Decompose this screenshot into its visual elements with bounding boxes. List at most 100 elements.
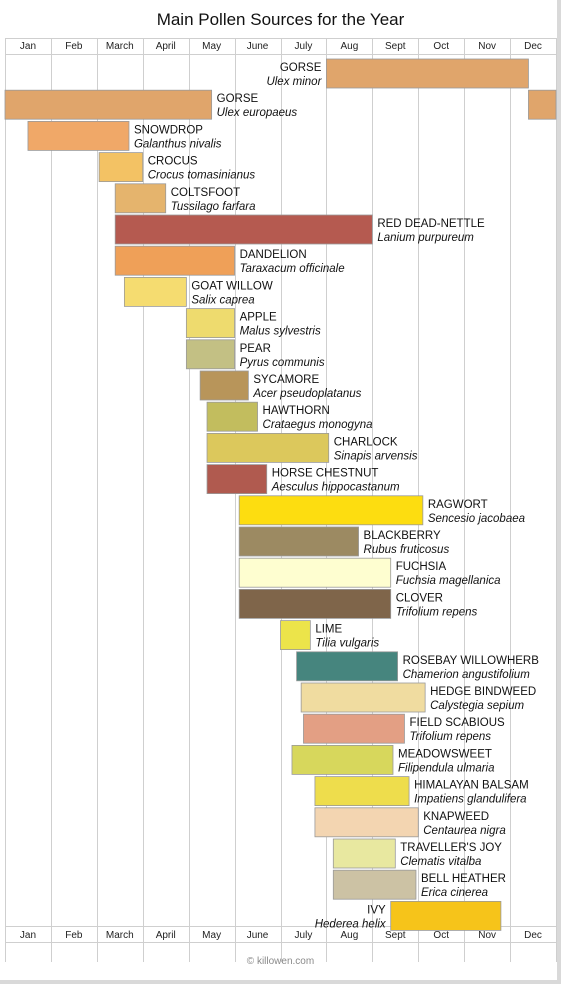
month-label-top: Nov: [478, 41, 496, 52]
pollen-bar: [114, 245, 235, 276]
plant-scientific-label: Sinapis arvensis: [334, 450, 418, 462]
month-label-bottom: Feb: [65, 930, 83, 941]
month-label-top: March: [106, 41, 134, 52]
pollen-bar: [238, 557, 392, 588]
plant-name-label: IVY: [367, 904, 386, 916]
plant-scientific-label: Tilia vulgaris: [315, 638, 379, 650]
plant-scientific-label: Crocus tomasinianus: [148, 170, 256, 182]
pollen-bar: [185, 339, 235, 370]
plant-scientific-label: Ulex minor: [266, 76, 322, 88]
plant-scientific-label: Chamerion angustifolium: [403, 669, 531, 681]
month-label-top: July: [295, 41, 313, 52]
month-label-bottom: Dec: [524, 930, 542, 941]
plant-scientific-label: Taraxacum officinale: [240, 263, 345, 275]
pollen-bar: [114, 214, 373, 245]
plant-name-label: HORSE CHESTNUT: [272, 468, 379, 480]
pollen-bar: [123, 276, 187, 307]
plant-scientific-label: Malus sylvestris: [240, 326, 321, 338]
plant-scientific-label: Trifolium repens: [396, 606, 478, 618]
plant-name-label: GORSE: [217, 93, 259, 105]
month-label-bottom: March: [106, 930, 134, 941]
pollen-bar: [206, 401, 258, 432]
plant-scientific-label: Ulex europaeus: [217, 107, 298, 119]
plant-scientific-label: Pyrus communis: [240, 357, 325, 369]
pollen-bar: [314, 807, 419, 838]
pollen-bar: [303, 713, 405, 744]
plant-name-label: GORSE: [280, 62, 322, 74]
plant-scientific-label: Lanium purpureum: [377, 232, 474, 244]
pollen-bar: [185, 308, 235, 339]
plant-name-label: TRAVELLER'S JOY: [400, 842, 502, 854]
plant-name-label: MEADOWSWEET: [398, 748, 492, 760]
pollen-bar: [238, 526, 359, 557]
pollen-bar: [390, 901, 502, 931]
plant-name-label: FIELD SCABIOUS: [409, 717, 505, 729]
plant-name-label: KNAPWEED: [423, 811, 489, 823]
plant-scientific-label: Tussilago farfara: [171, 201, 256, 213]
pollen-bar: [300, 682, 426, 713]
plant-scientific-label: Trifolium repens: [409, 731, 491, 743]
month-label-bottom: April: [156, 930, 176, 941]
month-label-bottom: Aug: [340, 930, 358, 941]
plant-name-label: BELL HEATHER: [421, 873, 506, 885]
plant-name-label: HEDGE BINDWEED: [430, 686, 536, 698]
plant-scientific-label: Acer pseudoplatanus: [252, 388, 361, 400]
plant-name-label: PEAR: [240, 343, 271, 355]
month-label-top: Aug: [340, 41, 358, 52]
plant-name-label: APPLE: [240, 312, 277, 324]
pollen-bar: [206, 432, 330, 463]
pollen-bar: [332, 869, 417, 900]
month-label-bottom: June: [247, 930, 269, 941]
plant-name-label: CROCUS: [148, 156, 198, 168]
plant-scientific-label: Calystegia sepium: [430, 700, 524, 712]
month-label-bottom: Oct: [433, 930, 449, 941]
plant-name-label: SNOWDROP: [134, 124, 203, 136]
month-label-bottom: July: [295, 930, 313, 941]
month-label-bottom: Jan: [20, 930, 36, 941]
plant-scientific-label: Crataegus monogyna: [263, 419, 373, 431]
plant-scientific-label: Aesculus hippocastanum: [271, 482, 400, 494]
plant-scientific-label: Clematis vitalba: [400, 856, 481, 868]
month-label-top: May: [202, 41, 221, 52]
plant-name-label: CLOVER: [396, 592, 443, 604]
pollen-bar: [199, 370, 249, 401]
month-label-top: Oct: [433, 41, 449, 52]
pollen-bar: [4, 89, 213, 120]
month-label-top: Jan: [20, 41, 36, 52]
pollen-bar: [314, 776, 410, 806]
month-label-top: June: [247, 41, 269, 52]
plant-name-label: LIME: [315, 624, 342, 636]
pollen-bar: [528, 89, 557, 120]
pollen-bar: [291, 745, 394, 775]
plant-name-label: RAGWORT: [428, 499, 488, 511]
plant-name-label: HAWTHORN: [263, 405, 330, 417]
plant-scientific-label: Impatiens glandulifera: [414, 794, 527, 806]
plant-scientific-label: Rubus fruticosus: [364, 544, 450, 556]
plant-name-label: ROSEBAY WILLOWHERB: [403, 655, 540, 667]
plant-name-label: GOAT WILLOW: [191, 280, 273, 292]
plant-scientific-label: Fuchsia magellanica: [396, 575, 501, 587]
plant-name-label: SYCAMORE: [253, 374, 319, 386]
plant-scientific-label: Salix caprea: [191, 294, 254, 306]
plant-name-label: BLACKBERRY: [364, 530, 441, 542]
pollen-bar: [238, 495, 424, 526]
month-label-top: Feb: [65, 41, 83, 52]
pollen-bar: [206, 464, 268, 495]
plant-scientific-label: Erica cinerea: [421, 887, 488, 899]
month-label-top: Dec: [524, 41, 542, 52]
plant-scientific-label: Galanthus nivalis: [134, 138, 222, 150]
pollen-bar: [296, 651, 398, 682]
plant-scientific-label: Filipendula ulmaria: [398, 762, 495, 774]
chart-title: Main Pollen Sources for the Year: [156, 10, 405, 29]
plant-name-label: COLTSFOOT: [171, 187, 240, 199]
pollen-bar: [27, 121, 130, 151]
plant-scientific-label: Sencesio jacobaea: [428, 513, 525, 525]
month-label-top: April: [156, 41, 176, 52]
month-label-bottom: Nov: [478, 930, 496, 941]
pollen-bar: [280, 620, 311, 650]
plant-name-label: DANDELION: [240, 249, 307, 261]
month-label-bottom: Sept: [385, 930, 406, 941]
pollen-bar: [332, 838, 396, 869]
